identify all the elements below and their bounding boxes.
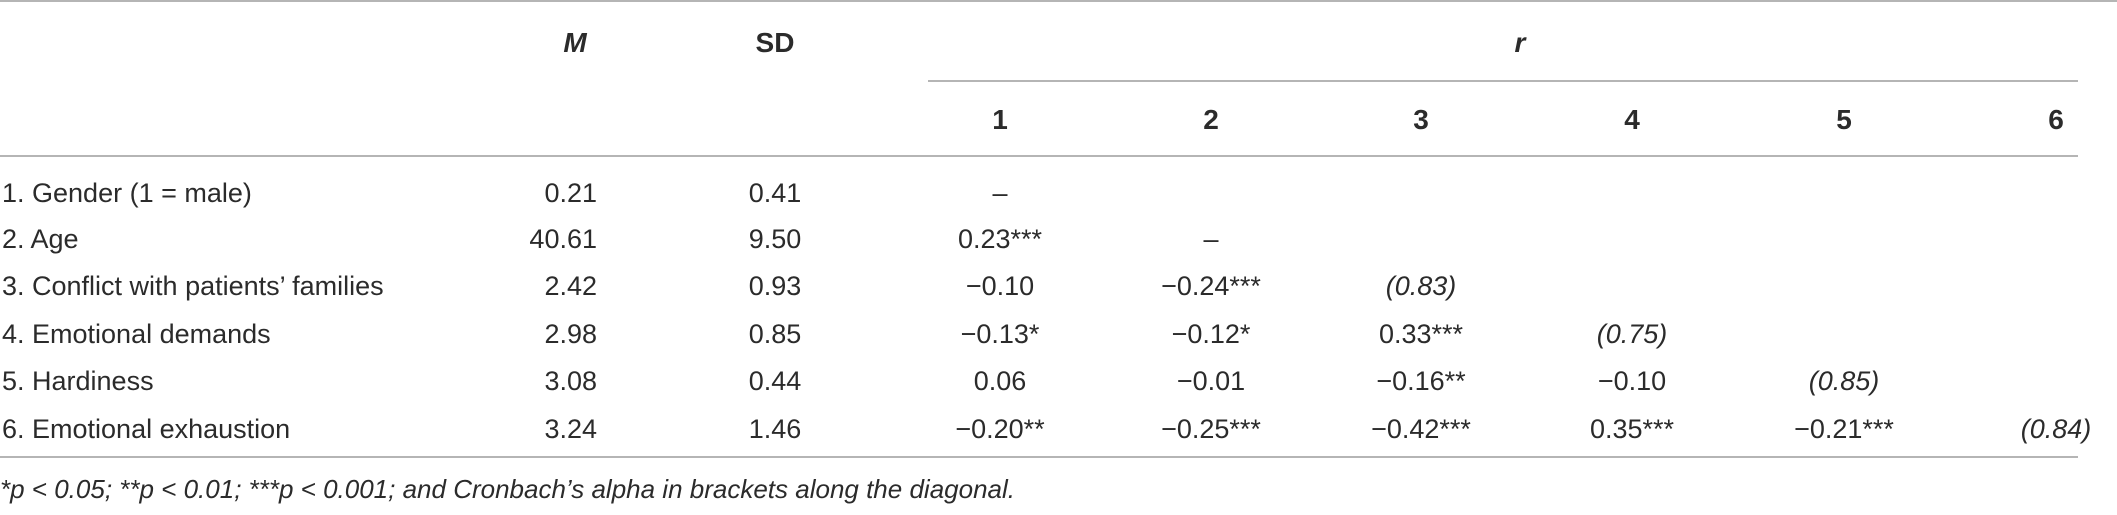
row-label: 6. Emotional exhaustion xyxy=(2,414,291,444)
mean-value: 3.08 xyxy=(544,366,597,396)
sd-header: SD xyxy=(755,27,795,58)
mean-header: M xyxy=(563,27,587,58)
mean-value: 2.42 xyxy=(544,271,597,301)
row-label: 3. Conflict with patients’ families xyxy=(2,271,384,301)
correlation-value: −0.10 xyxy=(965,271,1035,301)
table-footnote: *p < 0.05; **p < 0.01; ***p < 0.001; and… xyxy=(0,474,1015,504)
sd-value: 9.50 xyxy=(748,224,802,254)
mean-value: 40.61 xyxy=(529,224,597,254)
corr-col-header-5: 5 xyxy=(1836,104,1852,135)
table-top-rule xyxy=(0,0,2117,2)
row-label: 4. Emotional demands xyxy=(2,319,271,349)
correlation-value: −0.01 xyxy=(1176,366,1246,396)
sd-value: 0.85 xyxy=(748,319,802,349)
table-bottom-rule xyxy=(0,456,2078,458)
correlation-value: −0.13* xyxy=(960,319,1040,349)
corr-col-header-3: 3 xyxy=(1413,104,1429,135)
correlation-value: −0.16** xyxy=(1376,366,1466,396)
correlation-value: 0.35*** xyxy=(1589,414,1675,444)
sd-value: 0.93 xyxy=(748,271,802,301)
mean-value: 0.21 xyxy=(544,178,597,208)
header-bottom-rule xyxy=(0,155,2078,157)
correlation-value: −0.25*** xyxy=(1161,414,1261,444)
correlation-value: −0.42*** xyxy=(1371,414,1471,444)
mean-value: 3.24 xyxy=(544,414,597,444)
correlation-value: 0.23*** xyxy=(957,224,1043,254)
row-label: 5. Hardiness xyxy=(2,366,154,396)
correlation-value: −0.21*** xyxy=(1794,414,1894,444)
correlation-value: 0.33*** xyxy=(1378,319,1464,349)
sd-value: 0.41 xyxy=(748,178,802,208)
corr-col-header-4: 4 xyxy=(1624,104,1640,135)
r-header-rule xyxy=(928,80,2078,82)
correlation-value: −0.10 xyxy=(1597,366,1667,396)
correlation-value: (0.75) xyxy=(1596,319,1668,349)
correlation-value: (0.84) xyxy=(2020,414,2092,444)
correlation-value: −0.12* xyxy=(1171,319,1251,349)
correlation-value: −0.20** xyxy=(955,414,1045,444)
row-label: 2. Age xyxy=(2,224,79,254)
corr-col-header-2: 2 xyxy=(1203,104,1219,135)
correlation-value: 0.06 xyxy=(973,366,1027,396)
sd-value: 1.46 xyxy=(748,414,802,444)
r-header: r xyxy=(1514,27,1526,58)
correlation-value: – xyxy=(992,178,1008,208)
correlation-value: (0.83) xyxy=(1385,271,1457,301)
sd-value: 0.44 xyxy=(748,366,802,396)
correlation-value: −0.24*** xyxy=(1161,271,1261,301)
corr-col-header-6: 6 xyxy=(2048,104,2064,135)
correlation-value: (0.85) xyxy=(1808,366,1880,396)
correlation-value: – xyxy=(1203,224,1219,254)
mean-value: 2.98 xyxy=(544,319,597,349)
corr-col-header-1: 1 xyxy=(992,104,1008,135)
row-label: 1. Gender (1 = male) xyxy=(2,178,252,208)
